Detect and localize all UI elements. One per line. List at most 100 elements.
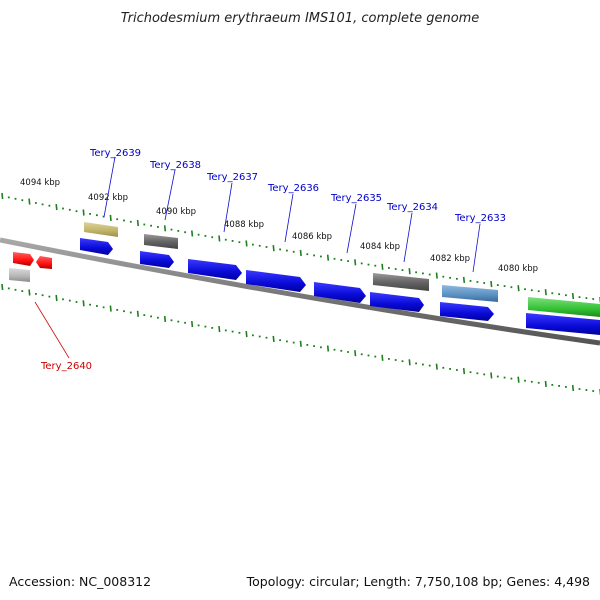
- gene-feature-tery-2640-annotation[interactable]: [9, 268, 30, 282]
- ruler-tick: [163, 225, 167, 232]
- ruler-dot: [449, 276, 451, 279]
- ruler-dot: [197, 324, 200, 327]
- ruler-tick: [354, 350, 357, 357]
- ruler-dot: [102, 306, 105, 309]
- ruler-tick: [299, 340, 302, 347]
- leader-line: [472, 223, 481, 273]
- ruler-tick: [28, 289, 31, 296]
- ruler-dot: [258, 244, 261, 247]
- ruler-dot: [340, 259, 343, 261]
- gene-feature-tery-2638-annotation[interactable]: [144, 234, 178, 249]
- ruler-dot: [333, 257, 336, 260]
- ruler-dot: [530, 289, 533, 292]
- ruler-tick: [326, 254, 330, 261]
- ruler-tick: [82, 209, 85, 216]
- ruler-dot: [258, 335, 261, 338]
- ruler-dot: [286, 340, 288, 343]
- gene-label-tery-2635[interactable]: Tery_2635: [330, 193, 382, 204]
- ruler-dot: [35, 202, 37, 204]
- ruler-tick: [245, 240, 248, 247]
- gene-label-tery-2633[interactable]: Tery_2633: [454, 213, 506, 224]
- gene-feature-tery-2633-annotation[interactable]: [442, 285, 498, 302]
- ruler-dot: [442, 275, 445, 278]
- ruler-dot: [184, 231, 186, 234]
- ruler-dot: [204, 235, 207, 237]
- gene-label-tery-2640[interactable]: Tery_2640: [40, 361, 92, 372]
- gene-arrow-tery-2637[interactable]: [188, 259, 242, 280]
- gene-arrow-red[interactable]: [13, 252, 34, 266]
- ruler-dot: [48, 204, 51, 207]
- scale-label: 4084 kbp: [360, 242, 400, 252]
- ruler-tick: [1, 283, 4, 291]
- gene-arrow-tery-2634[interactable]: [370, 292, 424, 312]
- gene-feature-tery-2634-annotation[interactable]: [373, 273, 429, 291]
- ruler-dot: [551, 384, 554, 386]
- ruler-dot: [401, 360, 404, 363]
- gene-arrow-tery-2639[interactable]: [80, 238, 113, 255]
- gene-feature-green-annotation[interactable]: [528, 297, 600, 317]
- ruler-tick: [490, 372, 493, 379]
- ruler-dot: [238, 241, 241, 244]
- leader-line: [346, 203, 357, 254]
- gene-label-tery-2634[interactable]: Tery_2634: [386, 202, 438, 213]
- ruler-dot: [476, 281, 479, 283]
- ruler-dot: [496, 375, 499, 378]
- ruler-dot: [456, 277, 458, 280]
- leader-line: [164, 169, 176, 221]
- gene-arrow-tery-2636[interactable]: [246, 270, 306, 292]
- ruler-dot: [129, 311, 132, 314]
- map-title: Trichodesmium erythraeum IMS101, complet…: [121, 11, 480, 26]
- gene-arrow-right-edge[interactable]: [526, 313, 600, 335]
- ruler-dot: [456, 369, 458, 371]
- ruler-dot: [68, 299, 71, 302]
- ruler-tick: [544, 289, 547, 296]
- ruler-tick: [354, 259, 357, 266]
- ruler-tick: [218, 235, 221, 242]
- gene-label-tery-2636[interactable]: Tery_2636: [267, 183, 319, 194]
- gene-arrow-tery-2635[interactable]: [314, 282, 366, 303]
- ruler-dot: [313, 345, 315, 347]
- ruler-dot: [483, 373, 486, 376]
- ruler-tick: [55, 204, 58, 211]
- ruler-dot: [286, 249, 288, 252]
- ruler-tick: [490, 281, 493, 288]
- ruler-tick: [517, 376, 520, 383]
- gene-arrow-red[interactable]: [36, 256, 52, 269]
- gene-label-tery-2639[interactable]: Tery_2639: [89, 148, 141, 159]
- ruler-tick: [218, 326, 221, 333]
- ruler-dot: [157, 316, 159, 319]
- ruler-dot: [211, 236, 214, 239]
- ruler-dot: [347, 260, 349, 262]
- accession-text: Accession: NC_008312: [9, 574, 151, 589]
- ruler-dot: [292, 341, 295, 344]
- gene-label-tery-2638[interactable]: Tery_2638: [149, 160, 201, 171]
- leader-line: [34, 301, 70, 359]
- ruler-dot: [123, 219, 125, 222]
- ruler-tick: [299, 249, 302, 257]
- ruler-dot: [360, 262, 363, 265]
- ruler-dot: [231, 330, 234, 333]
- ruler-dot: [123, 310, 125, 313]
- scale-label: 4080 kbp: [498, 264, 538, 274]
- gene-arrow-tery-2638[interactable]: [140, 251, 174, 268]
- gene-label-tery-2637[interactable]: Tery_2637: [206, 172, 258, 183]
- ruler-dot: [503, 285, 506, 287]
- ruler-tick: [326, 345, 330, 352]
- ruler-dot: [35, 293, 37, 295]
- ruler-dot: [306, 344, 309, 346]
- ruler-tick: [163, 315, 167, 323]
- ruler-dot: [129, 220, 132, 223]
- ruler-dot: [211, 327, 214, 329]
- ruler-dot: [197, 233, 200, 236]
- ruler-tick: [435, 363, 438, 370]
- ruler-dot: [333, 348, 336, 351]
- ruler-dot: [224, 238, 227, 241]
- ruler-dot: [157, 226, 159, 228]
- gene-arrow-tery-2633[interactable]: [440, 302, 494, 321]
- ruler-dot: [449, 368, 451, 370]
- ruler-dot: [177, 320, 180, 323]
- gene-feature-tery-2639-annotation[interactable]: [84, 222, 118, 237]
- ruler-dot: [21, 290, 24, 292]
- ruler-dot: [41, 294, 44, 297]
- ruler-tick: [191, 230, 194, 237]
